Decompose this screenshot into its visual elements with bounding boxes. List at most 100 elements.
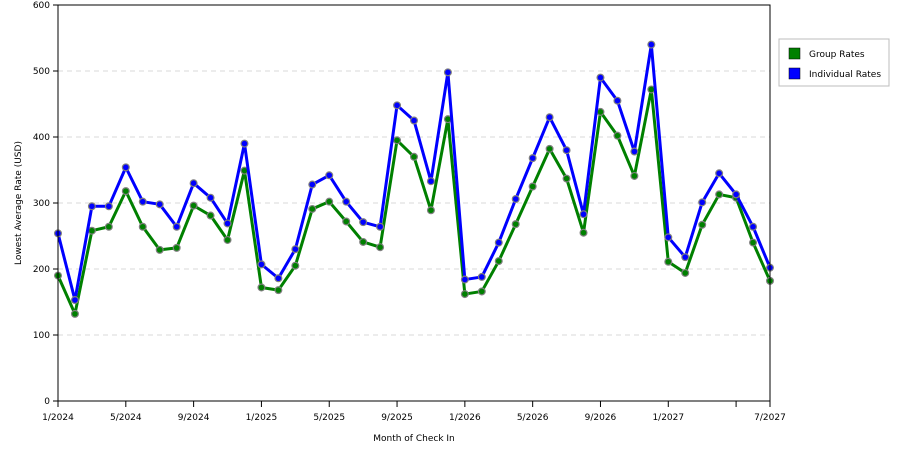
x-tick-label: 5/2025	[313, 413, 345, 423]
x-tick-label: 1/2024	[42, 413, 74, 423]
individual-rates-legend-swatch	[788, 67, 801, 80]
group-rates-point	[342, 217, 351, 226]
individual-rates-point	[460, 275, 469, 284]
individual-rates-point	[342, 197, 351, 206]
x-tick-label: 5/2024	[110, 413, 142, 423]
individual-rates-point	[70, 296, 79, 305]
group-rates-point	[494, 257, 503, 266]
group-rates-point	[426, 206, 435, 215]
individual-rates-point	[325, 171, 334, 180]
group-rates-point	[172, 243, 181, 252]
group-rates-legend-swatch	[788, 47, 801, 60]
individual-rates-line	[56, 43, 772, 302]
group-rates-point	[121, 187, 130, 196]
group-rates-point	[70, 309, 79, 318]
x-tick-label: 9/2026	[585, 413, 617, 423]
individual-rates-point	[715, 169, 724, 178]
individual-rates-point	[681, 253, 690, 262]
group-rates-point	[393, 136, 402, 145]
individual-rates-point	[647, 40, 656, 49]
x-tick-label: 9/2024	[178, 413, 210, 423]
group-rates-point	[376, 243, 385, 252]
y-tick-label: 400	[33, 133, 50, 143]
individual-rates-point	[528, 154, 537, 163]
individual-rates-point	[172, 222, 181, 231]
individual-rates-point	[698, 198, 707, 207]
group-rates-point	[359, 237, 368, 246]
group-rates-point	[715, 190, 724, 199]
individual-rates-point	[155, 200, 164, 209]
group-rates-point	[87, 226, 96, 235]
group-rates-point	[681, 268, 690, 277]
individual-rates-point	[308, 180, 317, 189]
individual-rates-point	[376, 222, 385, 231]
group-rates-point	[325, 197, 334, 206]
group-rates-point	[223, 235, 232, 244]
individual-rates-series	[53, 40, 774, 305]
group-rates-point	[698, 220, 707, 229]
individual-rates-point	[393, 101, 402, 110]
group-rates-point	[477, 287, 486, 296]
individual-rates-point	[613, 96, 622, 105]
individual-rates-point	[121, 163, 130, 172]
group-rates-point	[138, 222, 147, 231]
individual-rates-point	[359, 218, 368, 227]
individual-rates-point	[206, 193, 215, 202]
individual-rates-point	[579, 210, 588, 219]
group-rates-point	[206, 211, 215, 220]
legend: Group Rates Individual Rates	[778, 38, 890, 87]
individual-rates-point	[664, 233, 673, 242]
group-rates-point	[630, 171, 639, 180]
group-rates-point	[104, 222, 113, 231]
individual-rates-point	[240, 139, 249, 148]
x-tick-label: 1/2026	[449, 413, 481, 423]
individual-rates-point	[426, 177, 435, 186]
individual-rates-point	[274, 274, 283, 283]
group-rates-point	[596, 107, 605, 116]
individual-rates-legend-label: Individual Rates	[809, 70, 881, 80]
group-rates-point	[562, 174, 571, 183]
y-tick-label: 0	[44, 397, 50, 407]
group-rates-point	[410, 152, 419, 161]
group-rates-point	[257, 283, 266, 292]
x-tick-label: 9/2025	[381, 413, 413, 423]
group-rates-legend-label: Group Rates	[809, 50, 865, 60]
y-tick-label: 100	[33, 331, 50, 341]
individual-rates-point	[104, 202, 113, 211]
individual-rates-point	[189, 179, 198, 188]
y-tick-label: 200	[33, 265, 50, 275]
group-rates-point	[749, 238, 758, 247]
individual-rates-point	[511, 195, 520, 204]
y-tick-label: 600	[33, 1, 50, 11]
axes: 0 100 200 300 400 500 600 1/2024 5/2024 9/2024 1/2…	[33, 1, 786, 423]
y-axis-title: Lowest Average Rate (USD)	[14, 141, 24, 265]
group-rates-point	[460, 290, 469, 299]
group-rates-point	[664, 257, 673, 266]
group-rates-point	[291, 261, 300, 270]
individual-rates-point	[545, 113, 554, 122]
group-rates-point	[579, 228, 588, 237]
x-tick-label: 1/2025	[246, 413, 278, 423]
group-rates-point	[545, 144, 554, 153]
individual-rates-point	[749, 222, 758, 231]
individual-rates-point	[223, 219, 232, 228]
x-tick-label: 5/2026	[517, 413, 549, 423]
x-tick-label: 7/2027	[754, 413, 786, 423]
individual-rates-point	[732, 190, 741, 199]
individual-rates-point	[410, 116, 419, 125]
individual-rates-point	[630, 147, 639, 156]
group-rates-point	[189, 201, 198, 210]
gridlines	[58, 70, 770, 336]
group-rates-series	[53, 85, 774, 318]
individual-rates-point	[494, 238, 503, 247]
x-tick-label: 1/2027	[652, 413, 684, 423]
individual-rates-point	[138, 197, 147, 206]
individual-rates-point	[596, 73, 605, 82]
individual-rates-point	[443, 68, 452, 77]
group-rates-point	[511, 220, 520, 229]
individual-rates-point	[257, 260, 266, 269]
individual-rates-point	[87, 202, 96, 211]
y-tick-label: 500	[33, 67, 50, 77]
